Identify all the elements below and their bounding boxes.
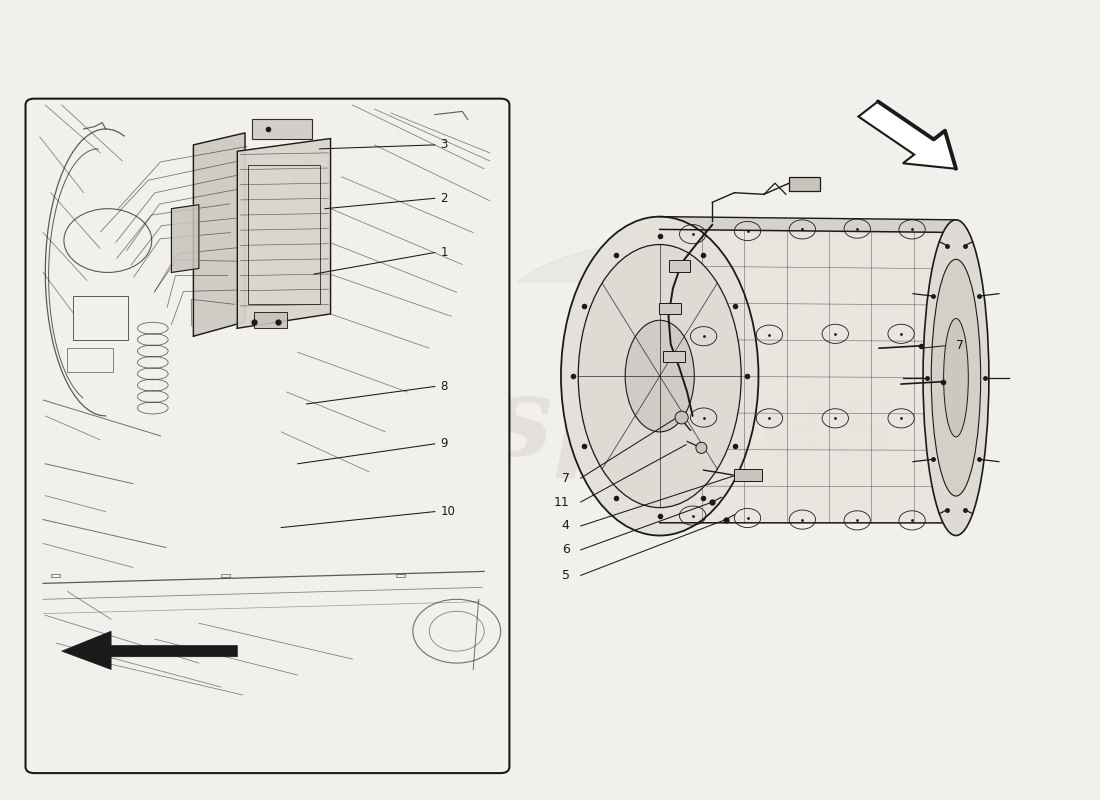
Ellipse shape	[944, 318, 968, 437]
Text: 5: 5	[562, 569, 570, 582]
Text: 7: 7	[956, 339, 964, 352]
Polygon shape	[660, 217, 956, 236]
Text: 4: 4	[562, 519, 570, 533]
Bar	[669, 261, 691, 272]
Text: 10: 10	[440, 505, 455, 518]
FancyBboxPatch shape	[25, 98, 509, 773]
Text: 11: 11	[554, 495, 570, 509]
Bar	[51, 574, 59, 577]
Text: 8: 8	[440, 380, 448, 393]
Bar	[663, 350, 685, 362]
Ellipse shape	[932, 259, 981, 496]
Ellipse shape	[561, 217, 759, 535]
Polygon shape	[660, 230, 956, 523]
Bar	[659, 302, 681, 314]
Bar	[249, 165, 320, 304]
Text: 3: 3	[440, 138, 448, 151]
Polygon shape	[62, 631, 238, 670]
Bar	[735, 469, 762, 482]
Ellipse shape	[579, 245, 741, 508]
Text: 9: 9	[440, 438, 448, 450]
Text: 2: 2	[440, 192, 448, 205]
Text: 6: 6	[562, 543, 570, 556]
Bar	[396, 574, 405, 577]
Ellipse shape	[923, 220, 989, 535]
Bar	[73, 296, 128, 340]
Polygon shape	[194, 133, 245, 336]
Bar	[789, 177, 820, 191]
Bar	[67, 348, 113, 372]
Ellipse shape	[696, 442, 707, 454]
Bar	[252, 118, 312, 138]
Bar	[254, 312, 287, 328]
Text: 1: 1	[440, 246, 448, 259]
Text: eurospares: eurospares	[206, 370, 894, 478]
Bar	[221, 574, 230, 577]
Polygon shape	[172, 205, 199, 273]
Text: 7: 7	[562, 472, 570, 485]
Polygon shape	[238, 138, 331, 328]
Ellipse shape	[625, 320, 694, 432]
Polygon shape	[858, 102, 956, 169]
Polygon shape	[518, 233, 977, 282]
Ellipse shape	[675, 411, 689, 424]
